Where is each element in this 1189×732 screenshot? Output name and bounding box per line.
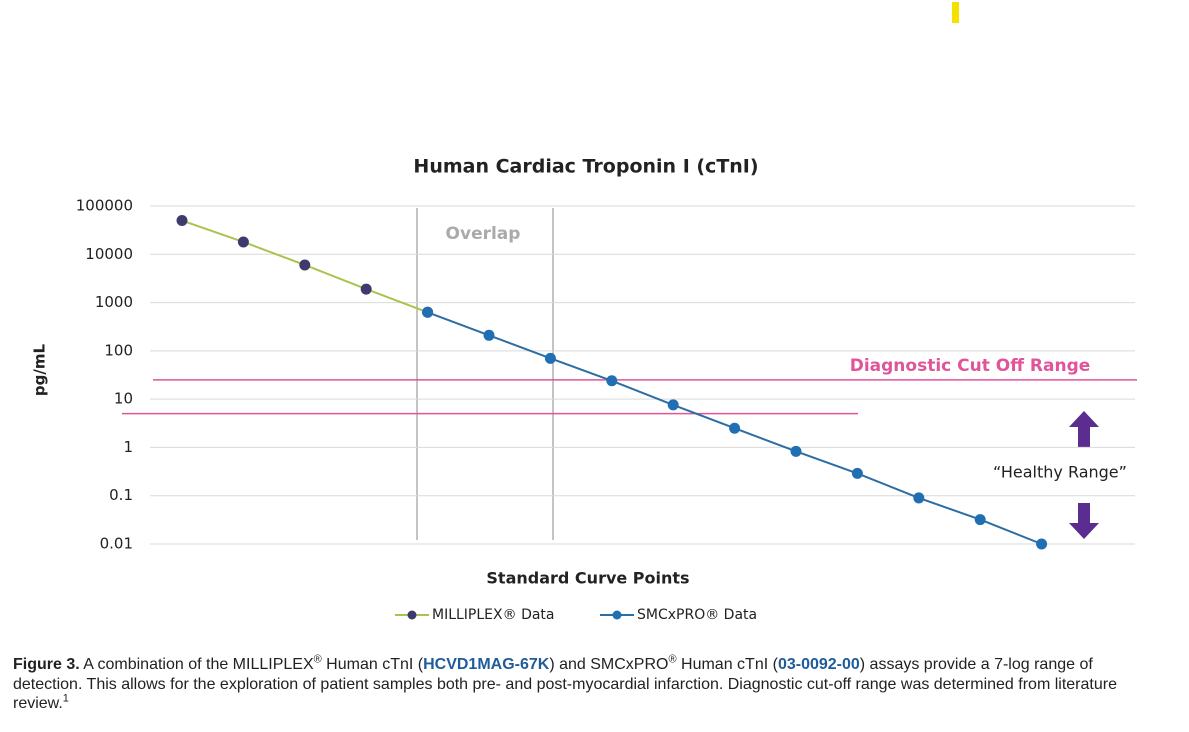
marker [667, 399, 679, 411]
cutoff-label: Diagnostic Cut Off Range [850, 356, 1091, 376]
marker [851, 467, 863, 479]
marker [360, 283, 372, 295]
legend-marker [407, 610, 417, 620]
legend-marker [612, 610, 622, 620]
marker [237, 236, 249, 248]
y-tick-label: 100 [104, 341, 133, 359]
caption-text: ) and SMCxPRO [549, 656, 669, 673]
marker [483, 329, 495, 341]
highlight-mark [952, 2, 959, 23]
marker [790, 445, 802, 457]
legend-label: SMCxPRO® Data [637, 607, 757, 623]
caption-text: ) assays provide a 7-log range of detect… [13, 656, 1117, 712]
caption-sup: ® [668, 653, 677, 666]
caption-link[interactable]: HCVD1MAG-67K [423, 656, 550, 673]
caption-text: Human cTnI ( [676, 656, 778, 673]
caption-link[interactable]: 03-0092-00 [777, 656, 860, 673]
x-axis-label: Standard Curve Points [486, 569, 689, 588]
marker [606, 375, 618, 387]
legend-label: MILLIPLEX® Data [432, 607, 555, 623]
caption-text: A combination of the MILLIPLEX [79, 656, 314, 673]
marker [913, 492, 925, 504]
y-tick-label: 10 [114, 390, 133, 408]
caption-label: Figure 3. [13, 656, 80, 673]
chart: Human Cardiac Troponin I (cTnI) Standard… [31, 2, 1137, 623]
healthy-label: “Healthy Range” [993, 463, 1127, 482]
arrow-up [1069, 411, 1099, 447]
marker [729, 422, 741, 434]
marker [422, 306, 434, 318]
caption-sup: ® [313, 653, 322, 666]
caption: Figure 3. A combination of the MILLIPLEX… [13, 653, 1153, 714]
y-tick-label: 0.01 [100, 535, 133, 553]
y-axis-label: pg/mL [31, 343, 49, 396]
arrow-down [1069, 503, 1099, 539]
y-tick-label: 0.1 [109, 486, 133, 504]
marker [299, 259, 311, 271]
y-tick-label: 100000 [76, 197, 133, 215]
marker [974, 514, 986, 526]
marker [1036, 538, 1048, 550]
caption-text: Human cTnI ( [321, 656, 424, 673]
y-tick-label: 1000 [95, 293, 133, 311]
chart-title: Human Cardiac Troponin I (cTnI) [413, 156, 758, 178]
overlap-label: Overlap [446, 224, 521, 244]
caption-sup: 1 [62, 692, 69, 705]
marker [544, 352, 556, 364]
marker [176, 215, 188, 227]
y-tick-label: 1 [123, 438, 133, 456]
y-tick-label: 10000 [85, 245, 133, 263]
